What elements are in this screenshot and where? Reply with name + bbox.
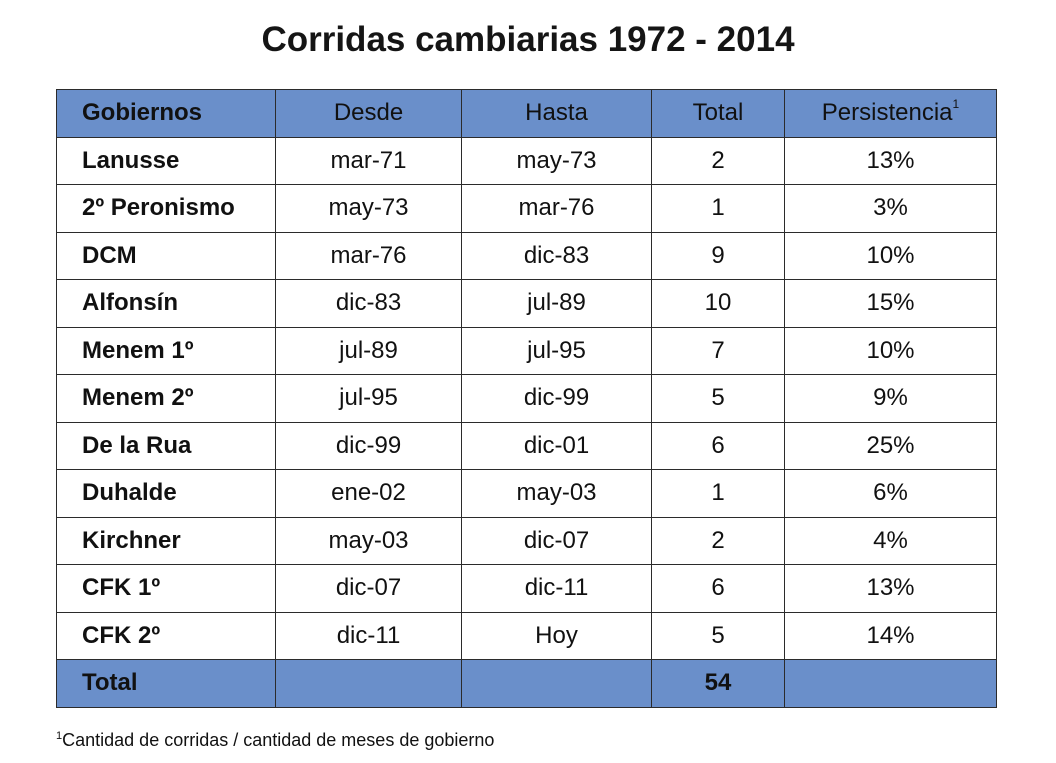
- total-cell-hasta: [461, 659, 652, 708]
- page-title: Corridas cambiarias 1972 - 2014: [261, 20, 795, 59]
- cell-persistencia: 9%: [784, 374, 997, 423]
- cell-gobierno: CFK 1º: [56, 564, 276, 613]
- header-total: Total: [651, 89, 785, 138]
- cell-gobierno: Menem 2º: [56, 374, 276, 423]
- cell-hasta: may-03: [461, 469, 652, 518]
- cell-persistencia: 4%: [784, 516, 997, 565]
- cell-desde: dic-83: [275, 279, 462, 328]
- table-row: DCM mar-76 dic-83 9 10%: [56, 231, 997, 280]
- cell-desde: jul-89: [275, 326, 462, 375]
- header-gobiernos: Gobiernos: [56, 89, 276, 138]
- total-cell-persistencia: [784, 659, 997, 708]
- table-row: Alfonsín dic-83 jul-89 10 15%: [56, 279, 997, 328]
- total-cell-gobierno: Total: [56, 659, 276, 708]
- cell-desde: dic-99: [275, 421, 462, 470]
- cell-hasta: dic-99: [461, 374, 652, 423]
- table-row: De la Rua dic-99 dic-01 6 25%: [56, 421, 997, 470]
- footnote-marker: 1: [952, 97, 960, 112]
- cell-total: 5: [651, 611, 785, 660]
- cell-gobierno: Kirchner: [56, 516, 276, 565]
- cell-desde: may-73: [275, 184, 462, 233]
- cell-persistencia: 25%: [784, 421, 997, 470]
- cell-hasta: Hoy: [461, 611, 652, 660]
- cell-total: 6: [651, 564, 785, 613]
- header-persistencia: Persistencia1: [784, 89, 997, 138]
- cell-gobierno: De la Rua: [56, 421, 276, 470]
- header-desde: Desde: [275, 89, 462, 138]
- cell-hasta: dic-83: [461, 231, 652, 280]
- table-row: CFK 2º dic-11 Hoy 5 14%: [56, 611, 997, 660]
- cell-persistencia: 6%: [784, 469, 997, 518]
- table-row: Duhalde ene-02 may-03 1 6%: [56, 469, 997, 518]
- cell-total: 6: [651, 421, 785, 470]
- table-body: Lanusse mar-71 may-73 2 13% 2º Peronismo may-7…: [56, 136, 997, 708]
- cell-desde: jul-95: [275, 374, 462, 423]
- footnote-number: 1: [56, 730, 63, 742]
- cell-gobierno: Duhalde: [56, 469, 276, 518]
- cell-hasta: jul-95: [461, 326, 652, 375]
- cell-persistencia: 15%: [784, 279, 997, 328]
- cell-total: 2: [651, 136, 785, 185]
- cell-gobierno: Alfonsín: [56, 279, 276, 328]
- cell-hasta: jul-89: [461, 279, 652, 328]
- cell-gobierno: Menem 1º: [56, 326, 276, 375]
- table-row: 2º Peronismo may-73 mar-76 1 3%: [56, 184, 997, 233]
- cell-total: 9: [651, 231, 785, 280]
- table-header-row: Gobiernos Desde Hasta Total Persistencia…: [56, 89, 997, 138]
- cell-persistencia: 10%: [784, 231, 997, 280]
- cell-total: 1: [651, 184, 785, 233]
- cell-gobierno: Lanusse: [56, 136, 276, 185]
- header-persistencia-label: Persistencia: [821, 99, 953, 127]
- cell-total: 10: [651, 279, 785, 328]
- cell-persistencia: 13%: [784, 564, 997, 613]
- total-row: Total 54: [56, 659, 997, 708]
- cell-hasta: mar-76: [461, 184, 652, 233]
- cell-hasta: dic-01: [461, 421, 652, 470]
- footnote: 1Cantidad de corridas / cantidad de mese…: [56, 730, 494, 751]
- cell-persistencia: 14%: [784, 611, 997, 660]
- corridas-table: Gobiernos Desde Hasta Total Persistencia…: [56, 89, 997, 708]
- cell-hasta: may-73: [461, 136, 652, 185]
- cell-hasta: dic-07: [461, 516, 652, 565]
- cell-desde: may-03: [275, 516, 462, 565]
- cell-total: 2: [651, 516, 785, 565]
- cell-desde: mar-71: [275, 136, 462, 185]
- table-row: CFK 1º dic-07 dic-11 6 13%: [56, 564, 997, 613]
- cell-gobierno: CFK 2º: [56, 611, 276, 660]
- total-cell-total: 54: [651, 659, 785, 708]
- table-row: Kirchner may-03 dic-07 2 4%: [56, 516, 997, 565]
- footnote-text: Cantidad de corridas / cantidad de meses…: [62, 730, 495, 750]
- cell-desde: dic-07: [275, 564, 462, 613]
- cell-desde: ene-02: [275, 469, 462, 518]
- cell-total: 1: [651, 469, 785, 518]
- cell-gobierno: DCM: [56, 231, 276, 280]
- table-row: Menem 1º jul-89 jul-95 7 10%: [56, 326, 997, 375]
- cell-persistencia: 10%: [784, 326, 997, 375]
- table-row: Lanusse mar-71 may-73 2 13%: [56, 136, 997, 185]
- cell-total: 5: [651, 374, 785, 423]
- table-row: Menem 2º jul-95 dic-99 5 9%: [56, 374, 997, 423]
- cell-total: 7: [651, 326, 785, 375]
- total-cell-desde: [275, 659, 462, 708]
- cell-persistencia: 3%: [784, 184, 997, 233]
- cell-gobierno: 2º Peronismo: [56, 184, 276, 233]
- cell-hasta: dic-11: [461, 564, 652, 613]
- cell-desde: mar-76: [275, 231, 462, 280]
- header-hasta: Hasta: [461, 89, 652, 138]
- cell-desde: dic-11: [275, 611, 462, 660]
- cell-persistencia: 13%: [784, 136, 997, 185]
